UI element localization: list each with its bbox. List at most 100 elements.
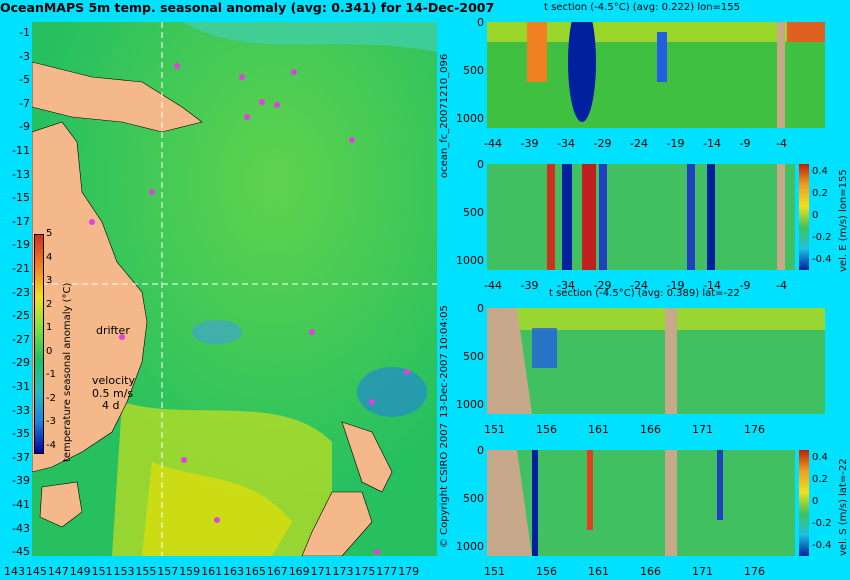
panel1-ytick: 500 (463, 64, 484, 77)
forecast-label: ocean_fc_20071210_096 (439, 53, 450, 178)
map-colorbar (34, 234, 44, 454)
panel4-xtick: 156 (536, 565, 557, 578)
map-colorbar-tick: 5 (46, 228, 53, 239)
lat-label: -37 (12, 450, 30, 464)
lon-label: 179 (398, 565, 420, 578)
panel3-xtick: 151 (484, 423, 505, 436)
velocity-label: velocity (92, 374, 135, 387)
panel4-colorbar (799, 450, 809, 556)
speed-label: 0.5 m/s (92, 387, 134, 400)
lon-label: 149 (69, 565, 91, 578)
panel3-xtick: 161 (588, 423, 609, 436)
drifter-label: drifter (96, 324, 130, 337)
panel3-ytick: 0 (477, 302, 484, 315)
lat-label: -29 (12, 356, 30, 370)
page-title: OceanMAPS 5m temp. seasonal anomaly (avg… (0, 0, 495, 15)
panel3-xtick: 166 (640, 423, 661, 436)
lat-label: -31 (12, 380, 30, 393)
lat-label: -23 (12, 285, 30, 299)
panel2-xtick: -9 (739, 279, 751, 292)
lat-label: -43 (12, 521, 30, 535)
panel1-canvas (487, 22, 825, 128)
panel-vel-e[interactable] (487, 164, 825, 270)
map-colorbar-tick: -1 (46, 369, 56, 380)
map-canvas (32, 22, 437, 556)
panel2-xtick: -39 (520, 279, 539, 292)
lon-label: 157 (157, 565, 179, 578)
panel2-xtick: -44 (484, 279, 502, 292)
panel2-ytick: 0 (477, 158, 484, 171)
lat-label: -7 (19, 96, 30, 110)
lat-label: -1 (19, 26, 30, 39)
panel4-colorbar-tick: 0.4 (812, 452, 828, 463)
lon-label: 159 (179, 565, 201, 578)
lat-label: -15 (12, 191, 30, 205)
panel2-ytick: 500 (463, 206, 484, 219)
map-colorbar-tick: -2 (46, 392, 56, 404)
panel1-xtick: -44 (484, 137, 502, 150)
panel-vel-s[interactable] (487, 450, 825, 556)
lon-label: 165 (244, 565, 266, 578)
panel3-xtick: 176 (744, 423, 765, 436)
panel2-canvas (487, 164, 795, 270)
lon-label: 143 (4, 565, 25, 578)
panel4-canvas (487, 450, 795, 556)
panel4-ytick: 1000 (456, 540, 484, 553)
panel4-colorbar-tick: 0 (812, 496, 819, 507)
map-colorbar-tick: -3 (46, 416, 56, 427)
map-colorbar-tick: 1 (46, 322, 53, 333)
lon-label: 147 (47, 565, 69, 578)
panel3-ytick: 500 (463, 350, 484, 363)
panel3-ytick: 1000 (456, 398, 484, 411)
lon-label: 151 (91, 565, 113, 578)
panel2-xtick: -19 (666, 279, 685, 292)
lon-label: 171 (310, 565, 332, 578)
lat-label: -27 (12, 332, 30, 346)
panel4-xtick: 166 (640, 565, 661, 578)
panel2-colorbar-tick: -0.2 (812, 232, 832, 243)
lon-label: 161 (201, 565, 223, 578)
panel-temp-lon[interactable] (487, 22, 825, 128)
panel1-xtick: -39 (520, 137, 539, 150)
panel4-colorbar-tick: 0.2 (812, 474, 828, 485)
lat-label: -5 (19, 73, 30, 87)
panel4-ytick: 500 (463, 492, 484, 505)
lon-label: 173 (332, 565, 354, 578)
lat-label: -9 (19, 120, 30, 134)
panel1-xtick: -4 (776, 137, 787, 150)
panel4-xtick: 151 (484, 565, 505, 578)
lat-label: -41 (12, 498, 30, 511)
lat-label: -39 (12, 474, 30, 488)
panel4-xtick: 176 (744, 565, 765, 578)
lon-label: 145 (25, 565, 47, 578)
lon-label: 163 (223, 565, 244, 578)
lon-label: 153 (113, 565, 135, 578)
lon-label: 169 (288, 565, 310, 578)
panel4-ytick: 0 (477, 444, 484, 457)
map-colorbar-label: temperature seasonal anomaly (°C) (62, 282, 73, 462)
copyright-label: © Copyright CSIRO 2007 (439, 423, 450, 548)
panel-temp-lat[interactable] (487, 308, 825, 414)
panel2-colorbar-tick: 0.4 (812, 166, 828, 177)
panel2-colorbar-tick: 0 (812, 210, 819, 221)
lon-label: 155 (135, 565, 157, 578)
panel3-xtick: 156 (536, 423, 557, 436)
panel2-colorbar-tick: -0.4 (812, 254, 832, 265)
lat-label: -13 (12, 167, 30, 181)
map-colorbar-tick: -4 (46, 439, 56, 451)
map-colorbar-tick: 4 (46, 251, 53, 263)
panel1-xtick: -29 (593, 137, 612, 150)
panel2-xtick: -24 (630, 279, 648, 292)
days-label: 4 d (102, 399, 120, 412)
panel1-xtick: -24 (630, 137, 648, 150)
date-label: 13-Dec-2007 10:04:05 (439, 305, 450, 418)
panel1-xtick: -19 (666, 137, 685, 150)
panel1-ytick: 0 (477, 16, 484, 29)
anomaly-map[interactable]: 5 4 3 2 1 0 -1 -2 -3 -4 temperature seasonal anom… (32, 22, 437, 556)
lon-label: 167 (266, 565, 288, 578)
map-colorbar-tick: 0 (46, 345, 53, 357)
lat-label: -35 (12, 427, 30, 441)
panel2-xtick: -29 (593, 279, 612, 292)
panel4-xtick: 171 (692, 565, 713, 578)
panel2-xtick: -34 (557, 279, 575, 292)
